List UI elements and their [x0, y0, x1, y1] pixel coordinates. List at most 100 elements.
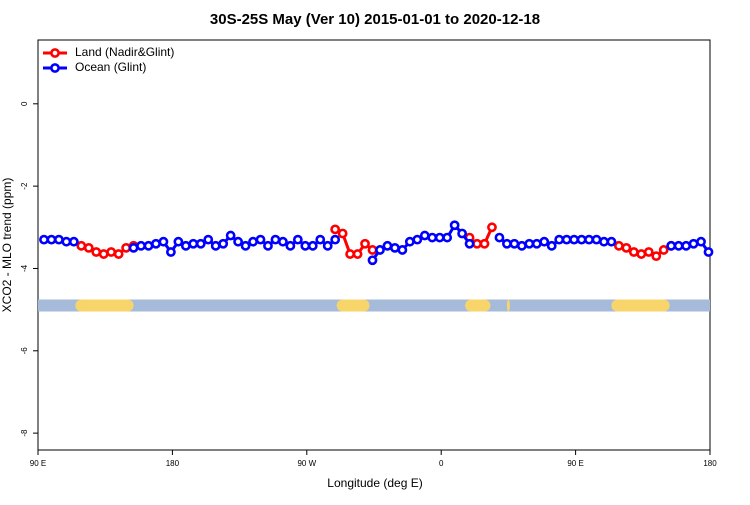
- y-tick-label: -4: [20, 264, 29, 272]
- point: [606, 236, 617, 247]
- point: [121, 242, 132, 253]
- point: [554, 234, 565, 245]
- point: [539, 236, 550, 247]
- point: [703, 247, 714, 257]
- plot-frame: [37, 39, 711, 451]
- point: [300, 240, 311, 251]
- point: [367, 255, 378, 266]
- point: [143, 240, 154, 251]
- point: [576, 234, 587, 245]
- point: [658, 245, 669, 255]
- point: [113, 249, 124, 259]
- point: [375, 245, 385, 255]
- point: [681, 240, 692, 251]
- point: [330, 234, 341, 245]
- point: [696, 236, 706, 247]
- point: [203, 234, 214, 245]
- legend-label: Ocean (Glint): [75, 60, 146, 74]
- point: [330, 224, 341, 235]
- y-axis-label: XCO2 - MLO trend (ppm): [0, 178, 14, 313]
- point: [412, 234, 423, 245]
- point: [263, 240, 273, 251]
- legend-marker: [50, 63, 60, 73]
- point: [502, 238, 512, 249]
- point: [248, 236, 258, 247]
- legend-marker: [50, 48, 60, 58]
- x-tick-label: 180: [703, 459, 717, 468]
- land-segment: [75, 299, 134, 312]
- point: [360, 238, 370, 249]
- x-tick-label: 90 E: [30, 459, 46, 468]
- point: [494, 232, 505, 243]
- point: [531, 238, 542, 249]
- point: [419, 230, 430, 241]
- point: [83, 242, 94, 253]
- point: [487, 222, 497, 233]
- point: [106, 247, 117, 257]
- point: [352, 249, 363, 259]
- x-tick-label: 180: [166, 459, 180, 468]
- y-tick-label: 0: [20, 101, 29, 106]
- point: [322, 240, 333, 251]
- point: [427, 232, 438, 243]
- point: [195, 238, 206, 249]
- point: [46, 234, 57, 245]
- land-segment: [336, 299, 370, 312]
- point: [449, 220, 460, 231]
- point: [233, 236, 244, 247]
- point: [434, 232, 445, 243]
- point: [270, 234, 281, 245]
- point: [188, 238, 199, 249]
- point: [54, 234, 64, 245]
- y-tick-label: -8: [20, 429, 29, 437]
- point: [337, 228, 348, 239]
- point: [614, 240, 624, 251]
- point: [218, 238, 229, 249]
- point: [367, 245, 378, 255]
- x-axis-label: Longitude (deg E): [327, 476, 422, 490]
- point: [472, 238, 482, 249]
- point: [599, 236, 609, 247]
- point: [569, 234, 580, 245]
- point: [307, 240, 318, 251]
- point: [643, 247, 654, 257]
- point: [98, 249, 109, 259]
- point: [516, 240, 527, 251]
- point: [315, 234, 326, 245]
- point: [591, 234, 602, 245]
- point: [240, 240, 251, 251]
- point: [666, 240, 677, 251]
- legend-label: Land (Nadir&Glint): [75, 45, 174, 59]
- point: [225, 230, 236, 241]
- land-segment: [506, 299, 510, 312]
- point: [464, 238, 475, 249]
- point: [546, 240, 557, 251]
- point: [91, 247, 102, 257]
- y-tick-label: -6: [20, 347, 29, 355]
- point: [166, 247, 176, 257]
- point: [397, 245, 408, 255]
- point: [584, 234, 594, 245]
- point: [457, 228, 468, 239]
- point: [345, 249, 356, 259]
- point: [158, 236, 169, 247]
- point: [210, 240, 221, 251]
- point: [128, 242, 139, 253]
- y-tick-label: -2: [20, 182, 29, 190]
- point: [278, 236, 288, 247]
- point: [292, 234, 303, 245]
- point: [255, 234, 266, 245]
- point: [442, 232, 453, 243]
- point: [173, 236, 184, 247]
- land-segment: [611, 299, 670, 312]
- point: [688, 238, 699, 249]
- point: [628, 247, 639, 257]
- point: [382, 240, 393, 251]
- land-segment: [465, 299, 491, 312]
- point: [390, 242, 400, 253]
- point: [509, 238, 520, 249]
- point: [39, 234, 49, 245]
- point: [136, 240, 146, 251]
- x-tick-label: 90 W: [297, 459, 316, 468]
